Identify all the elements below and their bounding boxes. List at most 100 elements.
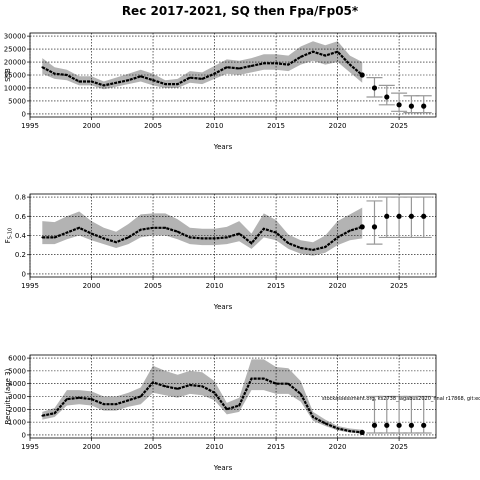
ssb-ytick-label: 10000 xyxy=(4,84,26,92)
chart-title: Rec 2017-2021, SQ then Fpa/Fp05* xyxy=(122,4,359,18)
fbar-estimate-point xyxy=(176,230,179,233)
rec-estimate-point xyxy=(164,385,167,388)
rec-estimate-point xyxy=(324,422,327,425)
rec-estimate-point xyxy=(127,399,130,402)
rec-projection-point xyxy=(371,422,378,428)
fbar-estimate-point xyxy=(336,236,339,239)
rec-estimate-point xyxy=(312,416,314,418)
fbar-xtick-label: 2000 xyxy=(83,282,101,290)
ssb-estimate-point xyxy=(139,75,142,78)
ssb-estimate-point xyxy=(275,62,277,65)
ssb-estimate-point xyxy=(102,84,105,87)
source-annotation: stockassessment.org, ks2738_lagabus2020_… xyxy=(322,396,480,402)
rec-projection-point xyxy=(421,422,427,428)
rec-estimate-point xyxy=(336,427,339,430)
fbar-xtick-label: 2020 xyxy=(329,282,347,290)
ssb-estimate-point xyxy=(115,81,118,84)
fbar-estimate-point xyxy=(152,226,154,229)
fbar-estimate-point xyxy=(90,232,93,235)
fbar-ytick-label: 0.4 xyxy=(15,232,27,240)
fbar-xtick-label: 2010 xyxy=(206,282,224,290)
ssb-xtick-label: 1995 xyxy=(21,122,39,130)
fbar-estimate-point xyxy=(201,237,204,240)
ssb-xtick-label: 2010 xyxy=(206,122,224,130)
fbar-estimate-point xyxy=(250,242,253,245)
ssb-estimate-point xyxy=(127,79,130,82)
fbar-estimate-point xyxy=(262,227,265,230)
ssb-estimate-point xyxy=(78,80,81,83)
ssb-xtick-label: 2025 xyxy=(390,122,408,130)
rec-estimate-point xyxy=(287,382,290,385)
fbar-xlabel: Years xyxy=(213,303,233,311)
rec-projection-point xyxy=(408,422,414,428)
ssb-estimate-point xyxy=(348,63,351,66)
rec-ytick-label: 0 xyxy=(22,431,26,439)
rec-xtick-label: 2000 xyxy=(83,443,101,451)
fbar-estimate-point xyxy=(115,241,118,244)
ssb-estimate-point xyxy=(189,76,191,79)
fbar-xtick-label: 1995 xyxy=(21,282,39,290)
ssb-estimate-point xyxy=(213,72,216,75)
ssb-estimate-line xyxy=(41,50,363,87)
rec-estimate-point xyxy=(139,395,142,398)
ssb-confidence-band xyxy=(42,41,363,90)
fbar-ytick-label: 0 xyxy=(22,270,26,278)
ssb-ytick-label: 0 xyxy=(22,110,26,118)
rec-xtick-label: 2010 xyxy=(206,443,224,451)
ssb-estimate-point xyxy=(225,66,228,69)
ssb-projection-point xyxy=(371,85,378,91)
ssb-projection-point xyxy=(421,103,427,109)
fbar-estimate-point xyxy=(287,242,290,245)
rec-estimate-point xyxy=(78,396,81,399)
ssb-ytick-label: 20000 xyxy=(4,59,26,67)
rec-estimate-point xyxy=(53,412,56,415)
fbar-estimate-point xyxy=(324,246,327,248)
ssb-ytick-label: 15000 xyxy=(4,72,26,80)
rec-estimate-point xyxy=(102,403,105,406)
rec-ytick-label: 3000 xyxy=(8,393,26,401)
ssb-xlabel: Years xyxy=(213,143,233,151)
fbar-estimate-point xyxy=(189,236,191,239)
rec-xtick-label: 2020 xyxy=(329,443,347,451)
ssb-xtick-label: 2005 xyxy=(144,122,162,130)
fbar-ytick-label: 0.2 xyxy=(15,251,26,259)
panel-fbar: 1995 2000 2005 2010 2015 2020 2025 0 0.2 0.4 0.6 0.… xyxy=(4,194,437,311)
fbar-estimate-point xyxy=(164,226,167,229)
ssb-estimate-point xyxy=(299,55,302,58)
rec-estimate-point xyxy=(275,382,277,385)
fbar-projection-point xyxy=(371,224,378,230)
fbar-ytick-label: 0.6 xyxy=(15,213,27,221)
ssb-last-estimate-point xyxy=(359,72,365,78)
ssb-estimate-point xyxy=(262,62,265,65)
fbar-xtick-label: 2025 xyxy=(390,282,408,290)
fbar-confidence-band xyxy=(42,207,363,256)
rec-xtick-label: 2005 xyxy=(144,443,162,451)
rec-ytick-label: 6000 xyxy=(8,355,26,363)
ssb-estimate-point xyxy=(152,79,154,82)
ssb-estimate-point xyxy=(53,72,56,75)
rec-estimate-point xyxy=(115,403,118,406)
fbar-last-estimate-point xyxy=(359,224,365,230)
ssb-projection-point xyxy=(384,94,390,100)
fbar-projection-point xyxy=(384,213,390,219)
ssb-estimate-point xyxy=(66,74,68,76)
rec-estimate-point xyxy=(176,387,179,390)
fbar-estimate-point xyxy=(66,231,68,234)
rec-estimate-point xyxy=(66,398,68,400)
rec-confidence-band xyxy=(42,359,363,434)
fbar-estimate-point xyxy=(127,236,130,239)
ssb-xtick-label: 2000 xyxy=(83,122,101,130)
rec-estimate-point xyxy=(41,414,44,417)
rec-estimate-point xyxy=(225,408,228,411)
fbar-estimate-point xyxy=(348,229,351,232)
fbar-ylabel: F5-10 xyxy=(4,228,14,243)
ssb-estimate-point xyxy=(287,63,290,66)
ssb-estimate-point xyxy=(90,80,93,83)
rec-xtick-label: 1995 xyxy=(21,443,39,451)
fbar-ytick-label: 0.8 xyxy=(15,194,26,202)
ssb-estimate-point xyxy=(41,66,44,69)
rec-ytick-label: 2000 xyxy=(8,406,26,414)
fbar-estimate-point xyxy=(225,236,228,239)
ssb-estimate-point xyxy=(176,83,179,85)
